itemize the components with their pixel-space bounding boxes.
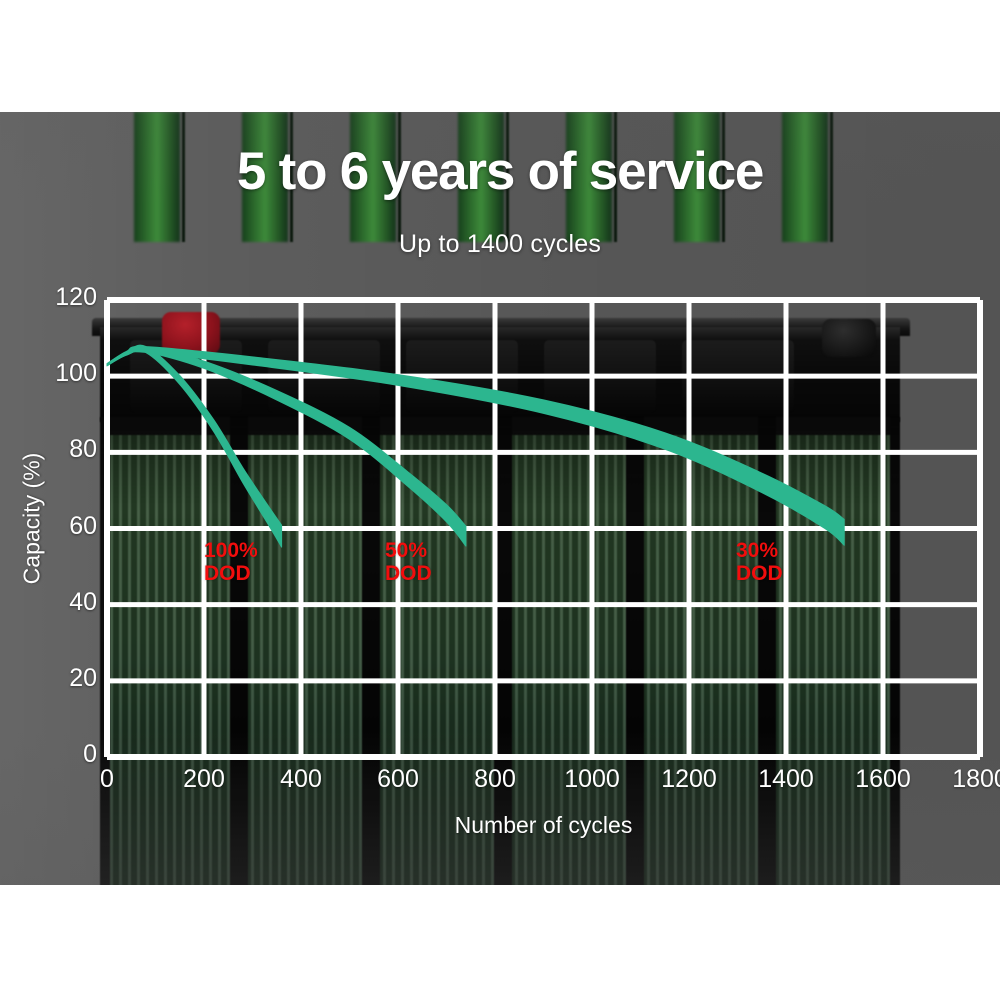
dod-pct-label: 50% <box>385 539 428 562</box>
y-tick-label: 80 <box>69 435 97 464</box>
x-axis-title: Number of cycles <box>454 812 633 838</box>
dod-text-label: DOD <box>736 561 783 585</box>
chart-curves <box>106 344 845 548</box>
dod-annotation-100: 100% DOD <box>204 539 258 585</box>
battery-cell-top <box>458 112 504 242</box>
x-tick-label: 800 <box>474 765 516 793</box>
y-tick-label: 100 <box>55 359 97 388</box>
x-tick-label: 400 <box>280 765 322 793</box>
x-tick-label: 1200 <box>661 765 717 793</box>
dod-annotation-30: 30% DOD <box>736 539 783 585</box>
dod-pct-label: 30% <box>736 539 779 562</box>
battery-cell-top <box>566 112 612 242</box>
battery-case-body <box>100 417 900 885</box>
battery-cell-top <box>134 112 180 242</box>
battery-cell-tops <box>120 112 880 242</box>
x-tick-label: 1000 <box>564 765 620 793</box>
y-axis-tick-labels: 0 20 40 60 80 100 120 <box>35 0 97 1000</box>
battery-cell-seam <box>290 112 293 242</box>
capacity-curve-50dod <box>106 346 467 547</box>
dod-pct-label: 100% <box>204 539 258 562</box>
dod-text-label: DOD <box>204 561 251 585</box>
battery-negative-terminal <box>822 319 876 357</box>
x-tick-label: 0 <box>100 765 114 793</box>
y-tick-label: 60 <box>69 511 97 540</box>
battery-cell-top <box>350 112 396 242</box>
dod-annotation-50: 50% DOD <box>385 539 432 585</box>
y-tick-label: 120 <box>55 283 97 311</box>
battery-cell-seam <box>506 112 509 242</box>
x-tick-label: 1800 <box>952 765 1000 793</box>
battery-cell-top <box>674 112 720 242</box>
battery-cell-top <box>242 112 288 242</box>
battery-cell-top <box>782 112 828 242</box>
dod-text-label: DOD <box>385 561 432 585</box>
y-axis-title: Capacity (%) <box>18 452 45 585</box>
x-tick-label: 1400 <box>758 765 814 793</box>
capacity-curve-30dod <box>106 346 845 546</box>
battery-cell-seam <box>830 112 833 242</box>
x-tick-label: 600 <box>377 765 419 793</box>
page-title: 5 to 6 years of service <box>236 142 764 201</box>
page-subtitle: Up to 1400 cycles <box>398 230 602 258</box>
chart-gridlines <box>104 297 983 760</box>
battery-cell-seam <box>182 112 185 242</box>
battery-cell-seam <box>398 112 401 242</box>
y-tick-label: 0 <box>83 740 97 768</box>
battery-positive-terminal <box>162 312 220 354</box>
battery-cell-seam <box>614 112 617 242</box>
x-tick-label: 200 <box>183 765 225 793</box>
x-tick-label: 1600 <box>855 765 911 793</box>
y-tick-label: 20 <box>69 663 97 692</box>
y-tick-label: 40 <box>69 587 97 616</box>
battery-cell-seam <box>722 112 725 242</box>
